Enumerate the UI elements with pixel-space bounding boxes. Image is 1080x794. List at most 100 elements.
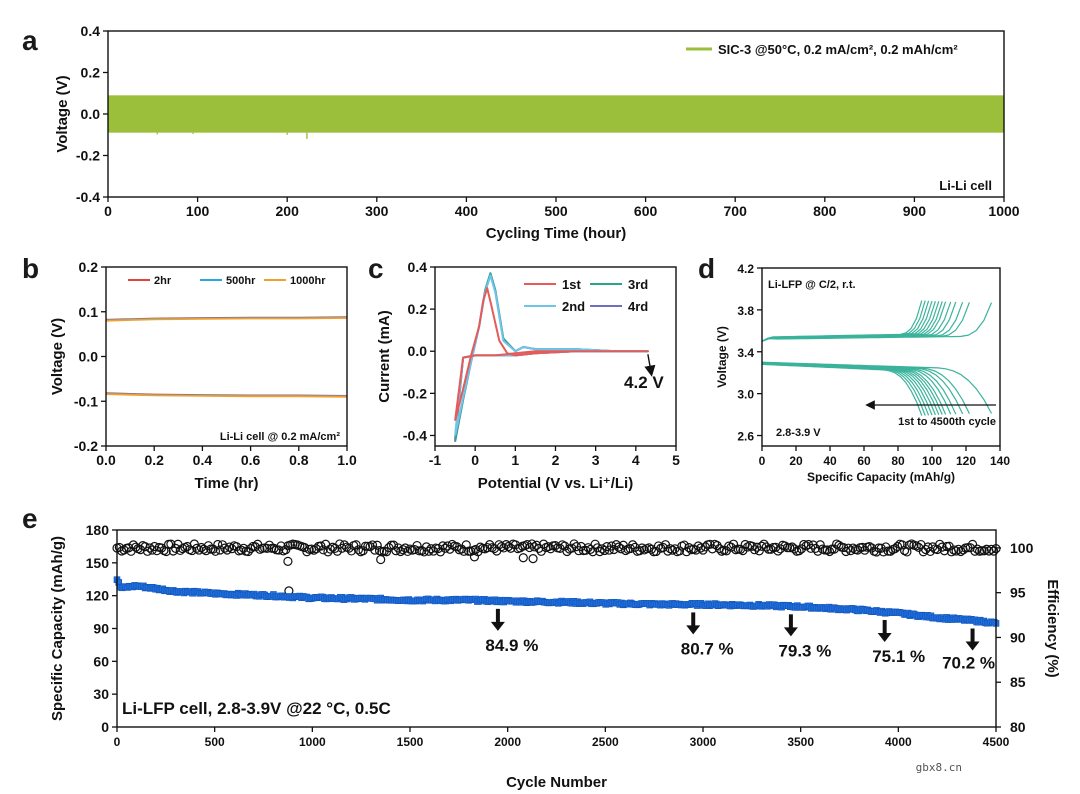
efficiency-point bbox=[346, 546, 356, 556]
efficiency-point bbox=[801, 541, 811, 551]
efficiency-point bbox=[428, 546, 439, 556]
efficiency-point bbox=[250, 542, 260, 552]
voltage-window-annotation: 2.8-3.9 V bbox=[776, 427, 821, 439]
efficiency-point bbox=[175, 545, 185, 556]
y-axis-label: Voltage (V) bbox=[715, 326, 729, 388]
c-ytick-label: 0.4 bbox=[408, 259, 428, 275]
efficiency-point bbox=[475, 542, 485, 552]
efficiency-point bbox=[609, 544, 619, 555]
a-ytick-label: 0.4 bbox=[81, 23, 101, 39]
efficiency-point bbox=[827, 544, 837, 554]
efficiency-point bbox=[878, 547, 889, 557]
efficiency-point bbox=[370, 545, 380, 555]
e-ytick-label: 90 bbox=[93, 621, 109, 637]
a-xtick-label: 1000 bbox=[988, 203, 1019, 219]
efficiency-point bbox=[236, 545, 246, 555]
c-xtick-label: 5 bbox=[672, 452, 680, 468]
efficiency-point bbox=[546, 544, 556, 554]
d-ytick-label: 3.8 bbox=[737, 304, 754, 318]
e-ytick-right-label: 85 bbox=[1010, 674, 1026, 690]
panel-letter-a: a bbox=[22, 25, 38, 56]
efficiency-point bbox=[426, 544, 436, 554]
retention-label: 79.3 % bbox=[778, 641, 831, 660]
efficiency-point bbox=[243, 546, 253, 557]
efficiency-point bbox=[595, 547, 605, 557]
efficiency-point bbox=[585, 544, 596, 555]
legend-label: 3rd bbox=[628, 277, 648, 292]
y-axis-label: Voltage (V) bbox=[54, 75, 71, 152]
cycle-annotation: 1st to 4500th cycle bbox=[898, 416, 996, 428]
watermark: gbx8.cn bbox=[915, 761, 962, 774]
efficiency-point bbox=[213, 539, 223, 550]
d-xtick-label: 80 bbox=[891, 454, 905, 468]
efficiency-point bbox=[421, 542, 432, 552]
x-axis-label: Potential (V vs. Li⁺/Li) bbox=[478, 475, 633, 492]
e-xtick-label: 2500 bbox=[592, 735, 619, 749]
efficiency-point bbox=[982, 544, 992, 554]
d-ytick-label: 2.6 bbox=[737, 430, 754, 444]
annotation-arrow bbox=[644, 354, 656, 377]
efficiency-point bbox=[667, 545, 678, 555]
efficiency-point bbox=[222, 545, 232, 555]
efficiency-point bbox=[391, 546, 401, 556]
e-ytick-label: 180 bbox=[86, 522, 110, 538]
c-xtick-label: 3 bbox=[592, 452, 600, 468]
e-ytick-label: 30 bbox=[93, 686, 109, 702]
e-ytick-label: 150 bbox=[86, 555, 110, 571]
retention-label: 80.7 % bbox=[681, 639, 734, 658]
e-xtick-label: 4500 bbox=[983, 735, 1010, 749]
efficiency-point bbox=[621, 545, 631, 556]
d-xtick-label: 60 bbox=[857, 454, 871, 468]
a-ytick-label: -0.2 bbox=[76, 148, 100, 164]
efficiency-outlier bbox=[518, 553, 528, 563]
efficiency-point bbox=[529, 542, 539, 552]
c-xtick-label: 2 bbox=[552, 452, 560, 468]
panel-c: -1 0 1 2 3 4 5 -0.4 -0.2 0.0 0.2 0.4 Potential (V vs… bbox=[376, 259, 680, 492]
efficiency-point bbox=[653, 541, 664, 551]
d-ytick-label: 3.0 bbox=[737, 388, 754, 402]
e-ytick-label: 0 bbox=[101, 719, 109, 735]
retention-label: 70.2 % bbox=[942, 654, 995, 673]
legend-label: 1000hr bbox=[290, 275, 326, 287]
d-xtick-label: 40 bbox=[823, 454, 837, 468]
e-ytick-right-label: 80 bbox=[1010, 719, 1026, 735]
e-xtick-label: 4000 bbox=[885, 735, 912, 749]
y-axis-label: Specific Capacity (mAh/g) bbox=[49, 536, 66, 721]
series-1000hr-lower bbox=[105, 393, 348, 398]
legend-label: 2nd bbox=[562, 299, 585, 314]
efficiency-point bbox=[885, 546, 896, 556]
efficiency-point bbox=[773, 546, 783, 556]
efficiency-point bbox=[351, 540, 361, 550]
efficiency-point bbox=[843, 543, 853, 553]
efficiency-point bbox=[440, 543, 450, 553]
panel-d-frame bbox=[761, 267, 1001, 447]
efficiency-point bbox=[562, 546, 572, 557]
efficiency-point bbox=[846, 546, 856, 556]
efficiency-point bbox=[246, 544, 256, 554]
discharge-curve bbox=[761, 362, 943, 415]
efficiency-point bbox=[799, 539, 809, 550]
efficiency-outlier bbox=[469, 552, 480, 562]
legend-label: 4rd bbox=[628, 299, 648, 314]
efficiency-point bbox=[813, 546, 823, 556]
efficiency-point bbox=[367, 540, 378, 550]
efficiency-point bbox=[372, 540, 382, 550]
a-ytick-label: 0.2 bbox=[81, 65, 101, 81]
a-xtick-label: 0 bbox=[104, 203, 112, 219]
efficiency-point bbox=[848, 543, 858, 553]
c-ytick-label: 0.0 bbox=[408, 343, 428, 359]
e-ytick-right-label: 95 bbox=[1010, 585, 1026, 601]
efficiency-point bbox=[740, 539, 750, 550]
retention-arrow-head bbox=[686, 625, 701, 635]
a-ytick-label: 0.0 bbox=[81, 106, 101, 122]
efficiency-point bbox=[782, 543, 792, 553]
b-ytick-label: -0.2 bbox=[74, 438, 98, 454]
efficiency-point bbox=[953, 544, 964, 554]
efficiency-point bbox=[651, 546, 661, 557]
d-xtick-label: 20 bbox=[789, 454, 803, 468]
retention-label: 84.9 % bbox=[485, 636, 538, 655]
c-ytick-label: -0.2 bbox=[403, 385, 427, 401]
b-ytick-label: -0.1 bbox=[74, 393, 98, 409]
efficiency-point bbox=[822, 545, 832, 555]
